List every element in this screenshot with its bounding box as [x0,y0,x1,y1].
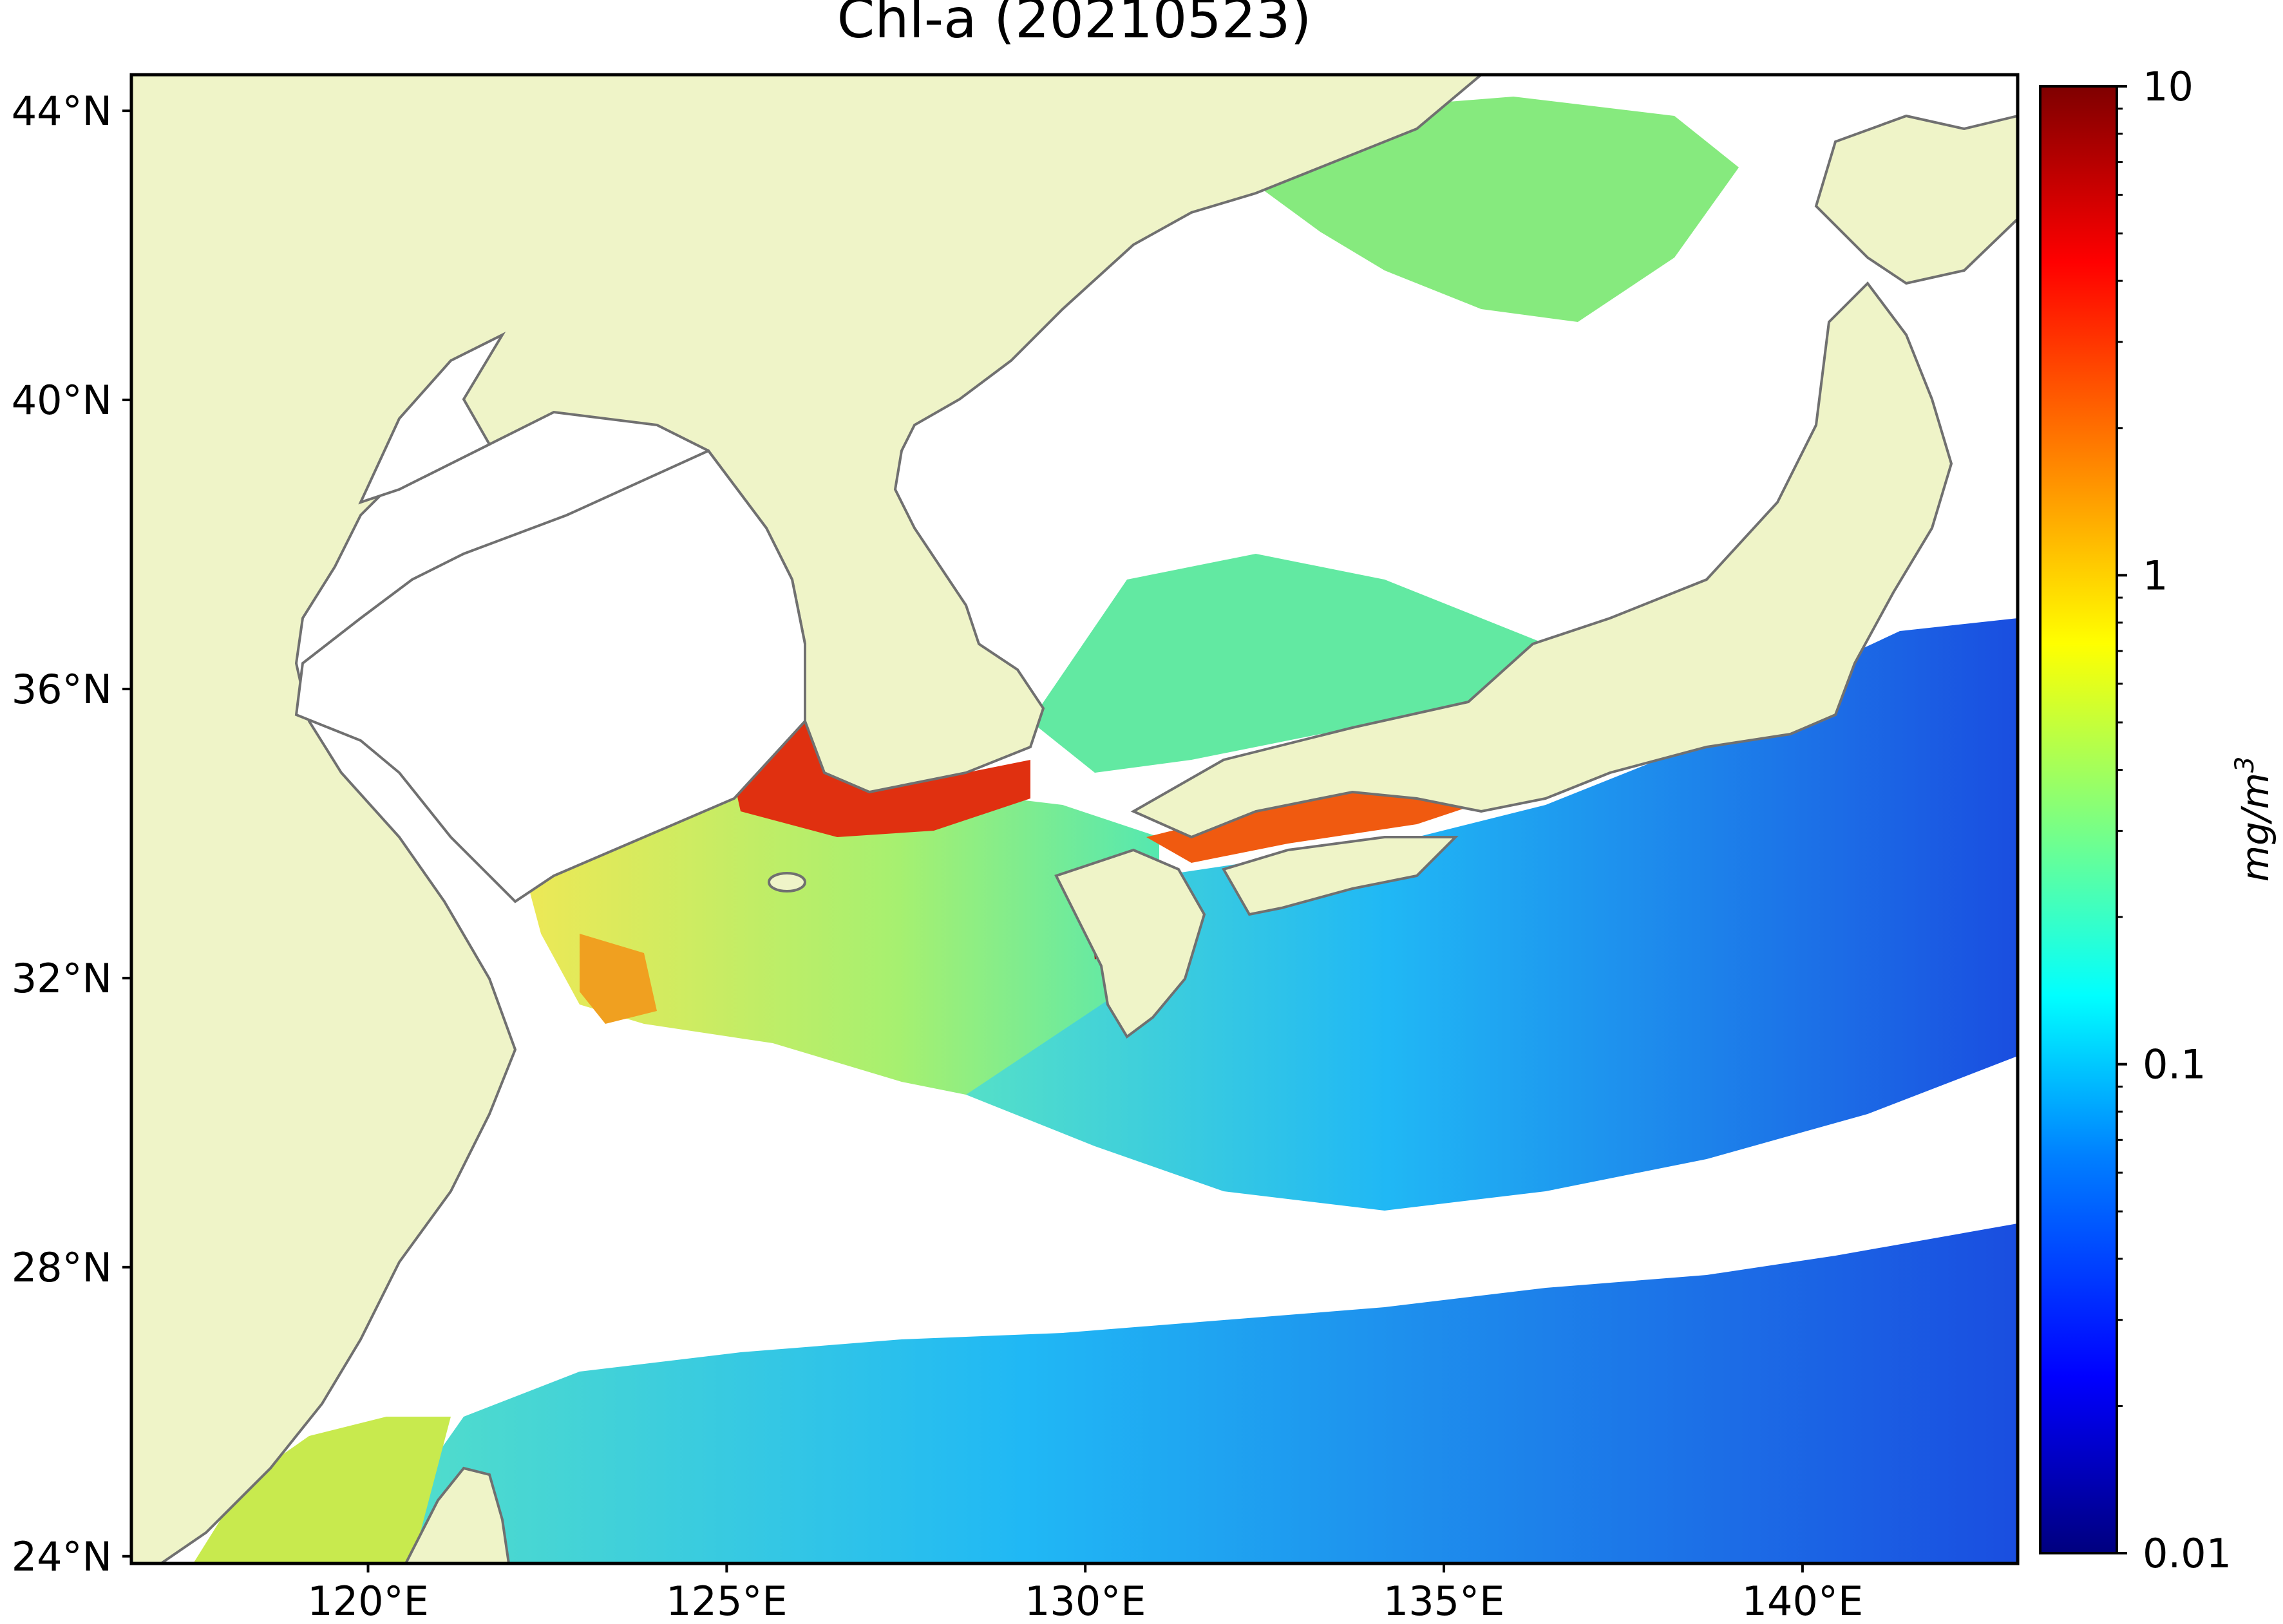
colorbar-ticks: 10 1 0.1 0.01 [2117,63,2231,1577]
japan-shikoku-land [1222,836,1459,916]
jeju-island [768,872,806,892]
colorbar-tick-label: 10 [2143,63,2193,110]
japan-kyushu-land [1054,848,1206,1039]
yellow-sea-water [294,449,806,903]
lon-tick-label: 120°E [307,1578,429,1624]
map-title: Chl-a (20210523) [837,0,1312,50]
lat-tick-label: 32°N [12,955,112,1002]
map-frame [129,73,2020,1565]
japan-honshu-land [1130,281,1953,839]
colorbar-tick-label: 0.01 [2143,1530,2231,1577]
colorbar-unit-label: mg/m3 [2230,757,2277,882]
lat-tick-label: 44°N [12,88,112,135]
longitude-axis: 120°E 125°E 130°E 135°E 140°E [307,1563,1863,1624]
colorbar-gradient [2039,85,2118,1554]
colorbar-unit-superscript: 3 [2230,757,2260,773]
japan-hokkaido-land [1814,114,2018,285]
lon-tick-label: 140°E [1742,1578,1864,1624]
lon-tick-label: 135°E [1383,1578,1505,1624]
taiwan-land [404,1466,511,1563]
lon-tick-label: 130°E [1025,1578,1146,1624]
yangtze-estuary-bloom [580,934,657,1024]
map-plot-area [131,75,2018,1563]
colorbar: 10 1 0.1 0.01 mg/m3 [2039,63,2277,1577]
colorbar-tick-label: 1 [2143,552,2168,599]
taiwan-strait-chl [193,1417,451,1563]
colorbar-tick-label: 0.1 [2143,1041,2206,1088]
kuroshio-south-of-japan-chl [966,618,2018,1211]
lat-tick-label: 24°N [12,1533,112,1580]
lat-tick-label: 40°N [12,377,112,424]
subtropical-pacific-chl [361,1223,2018,1563]
latitude-axis: 44°N 40°N 36°N 32°N 28°N 24°N [12,88,131,1580]
colorbar-unit-text: mg/m [2233,773,2277,882]
bohai-sea-water [358,332,506,505]
lat-tick-label: 28°N [12,1244,112,1291]
lat-tick-label: 36°N [12,666,112,713]
lon-tick-label: 125°E [666,1578,788,1624]
